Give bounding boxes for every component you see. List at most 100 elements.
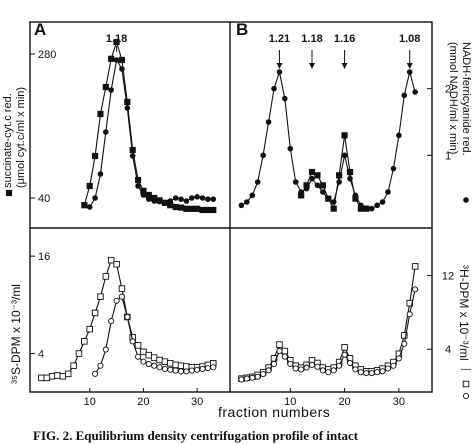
a-bottom-series-0-point-14 <box>113 260 120 268</box>
b-top-series-1-point-20 <box>347 175 353 182</box>
a-bottom-series-0-point-11 <box>97 293 104 300</box>
b-bottom-series-1-point-15 <box>319 367 326 374</box>
b-bottom-series-1-point-12 <box>303 364 310 371</box>
legend-right-top-circle <box>463 197 469 203</box>
a-top-series-1-point-23 <box>210 196 217 202</box>
a-top-series-0-point-20 <box>188 205 195 212</box>
legend-left-top-square <box>5 189 13 197</box>
a-bottom-series-1-point-14 <box>167 366 174 373</box>
a-bottom-series-0-point-1 <box>43 374 50 382</box>
b-bottom-series-1-point-16 <box>325 369 332 376</box>
b-bottom-series-1-point-26 <box>379 368 386 375</box>
a-top-series-1-point-5 <box>113 57 120 63</box>
a-bottom-series-0-point-12 <box>102 273 110 280</box>
a-bottom-series-1-point-19 <box>194 366 201 373</box>
a-top-series-0-point-7 <box>118 56 126 64</box>
b-top-series-1-point-11 <box>298 189 304 195</box>
b-bottom-series-1-point-25 <box>374 369 381 376</box>
a-bottom-series-1-point-13 <box>161 365 168 373</box>
b-top-series-1-point-24 <box>368 205 375 212</box>
b-bottom-xtick-label-1: 20 <box>338 396 350 408</box>
b-bottom-xtick-label-0: 10 <box>284 396 296 408</box>
b-top-series-1-point-2 <box>249 192 256 199</box>
b-top-density-arrowhead-2 <box>341 63 348 69</box>
a-top-series-1-point-10 <box>140 192 147 198</box>
b-bottom-series-1-point-28 <box>390 362 397 369</box>
a-bottom-xtick-label-1: 20 <box>137 396 149 408</box>
b-bottom-series-1-point-8 <box>281 353 288 360</box>
a-top-series-1-point-12 <box>151 198 157 204</box>
a-top-density-label-0: 1.18 <box>106 33 127 45</box>
a-top-series-1-point-18 <box>183 198 190 204</box>
a-bottom-series-0-point-10 <box>91 309 99 317</box>
b-bottom-series-1-point-19 <box>341 351 348 358</box>
legend-right-bottom-dash: — <box>461 364 471 375</box>
a-bottom-series-1-point-17 <box>183 368 190 375</box>
b-top-series-0-point-4 <box>319 182 326 189</box>
a-bottom-series-0-point-4 <box>59 373 67 380</box>
a-bottom-series-1-point-8 <box>135 353 142 360</box>
a-top-series-1-point-14 <box>162 200 168 206</box>
b-bottom-series-1-point-21 <box>352 366 359 373</box>
a-bottom-series-0-point-3 <box>54 372 61 379</box>
b-bottom-series-1-point-5 <box>265 367 272 374</box>
b-bottom-series-1-point-1 <box>243 375 250 382</box>
a-top-series-1-point-15 <box>167 198 174 204</box>
b-top-series-1-point-5 <box>265 119 272 125</box>
a-top-series-1-point-8 <box>129 153 136 159</box>
b-top-series-1-point-15 <box>320 189 326 195</box>
a-bottom-series-1-point-6 <box>124 313 131 321</box>
a-top-series-1-point-4 <box>108 87 114 93</box>
a-top-series-1-point-9 <box>135 183 141 189</box>
b-top-series-0-point-9 <box>346 168 354 176</box>
a-top-series-1-point-13 <box>156 198 163 205</box>
a-top-series-0-point-23 <box>204 206 211 214</box>
a-top-series-0-point-22 <box>199 206 206 214</box>
a-top-series-1-point-21 <box>199 195 206 201</box>
a-bottom-series-1-point-10 <box>145 361 152 368</box>
a-bottom-series-0-point-7 <box>75 350 83 357</box>
a-bottom-series-1-point-20 <box>199 365 206 373</box>
a-top-series-0-point-4 <box>102 83 109 91</box>
a-bottom-series-0-point-15 <box>118 285 126 292</box>
b-bottom-series-1-point-18 <box>336 362 343 369</box>
b-top-series-1-point-1 <box>244 199 250 205</box>
b-bottom-series-1-point-23 <box>363 370 370 377</box>
b-top-series-1-point-30 <box>401 92 408 99</box>
a-top-series-1-point-11 <box>146 196 152 202</box>
b-top-series-1-point-32 <box>412 89 418 95</box>
b-top-series-1-line <box>241 69 416 210</box>
b-top-series-1-point-28 <box>390 165 397 172</box>
a-top-series-0-point-17 <box>172 203 179 211</box>
b-bottom-xtick-label-2: 30 <box>393 396 405 408</box>
legend-right-bottom-square <box>462 380 470 388</box>
a-top-series-0-point-24 <box>210 206 217 214</box>
figure-caption: FIG. 2. Equilibrium density centrifugati… <box>33 428 359 443</box>
b-top-series-1-point-26 <box>379 199 386 205</box>
b-top-series-1-point-25 <box>374 202 380 209</box>
y-label-top-right-line2: (mmol NADH/ml x min) <box>447 42 459 155</box>
a-top-series-1-point-17 <box>178 196 184 202</box>
a-top-series-0-point-6 <box>113 38 120 46</box>
legend-right-bottom-circle <box>462 392 470 400</box>
b-top-series-1-point-12 <box>303 185 310 192</box>
a-top-series-0-point-3 <box>97 110 104 118</box>
b-top-series-1-point-22 <box>358 202 364 209</box>
b-bottom-series-1-point-10 <box>292 365 299 372</box>
panel-letter-b: B <box>236 20 249 39</box>
b-top-ytick-label-1: 2 <box>445 84 451 96</box>
a-top-series-1-line <box>89 58 214 208</box>
b-top-series-1-point-17 <box>330 199 337 205</box>
a-bottom-series-1-point-15 <box>172 367 179 374</box>
a-bottom-series-1-point-0 <box>92 370 99 377</box>
panel-letter-a: A <box>34 20 47 39</box>
b-top-series-1-point-4 <box>260 152 266 159</box>
y-label-top-left-line1: succinate-cyt.c red. <box>2 93 14 188</box>
a-bottom-series-1-point-18 <box>188 367 195 374</box>
b-top-density-arrowhead-3 <box>406 63 413 69</box>
y-label-bottom-left: ³⁵S-DPM x 10⁻³/ml <box>9 284 23 384</box>
a-bottom-series-1-point-1 <box>97 362 104 369</box>
b-top-density-label-0: 1.21 <box>269 33 290 45</box>
a-bottom-series-1-point-12 <box>156 364 163 371</box>
